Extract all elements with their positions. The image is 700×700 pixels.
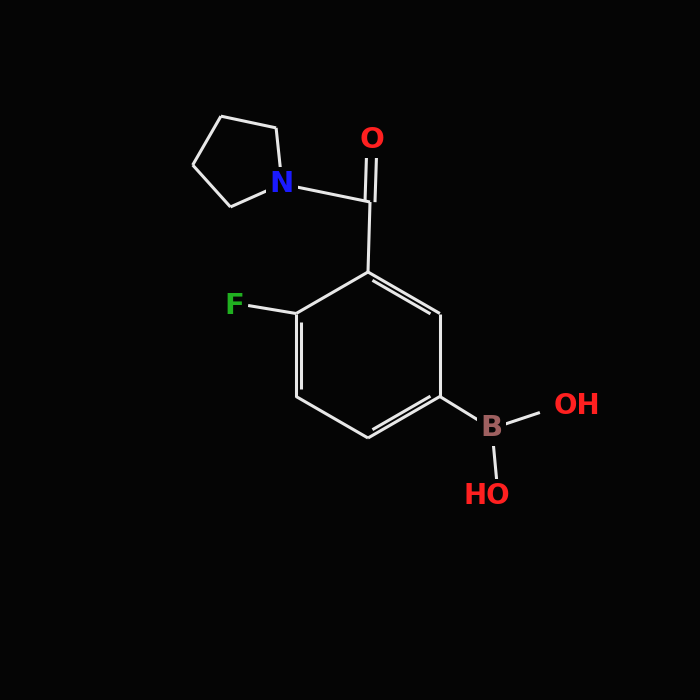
Text: B: B (481, 414, 503, 442)
Text: HO: HO (463, 482, 510, 510)
Text: OH: OH (554, 393, 601, 421)
Text: N: N (270, 170, 294, 198)
Text: F: F (224, 291, 244, 319)
Text: O: O (360, 126, 384, 154)
